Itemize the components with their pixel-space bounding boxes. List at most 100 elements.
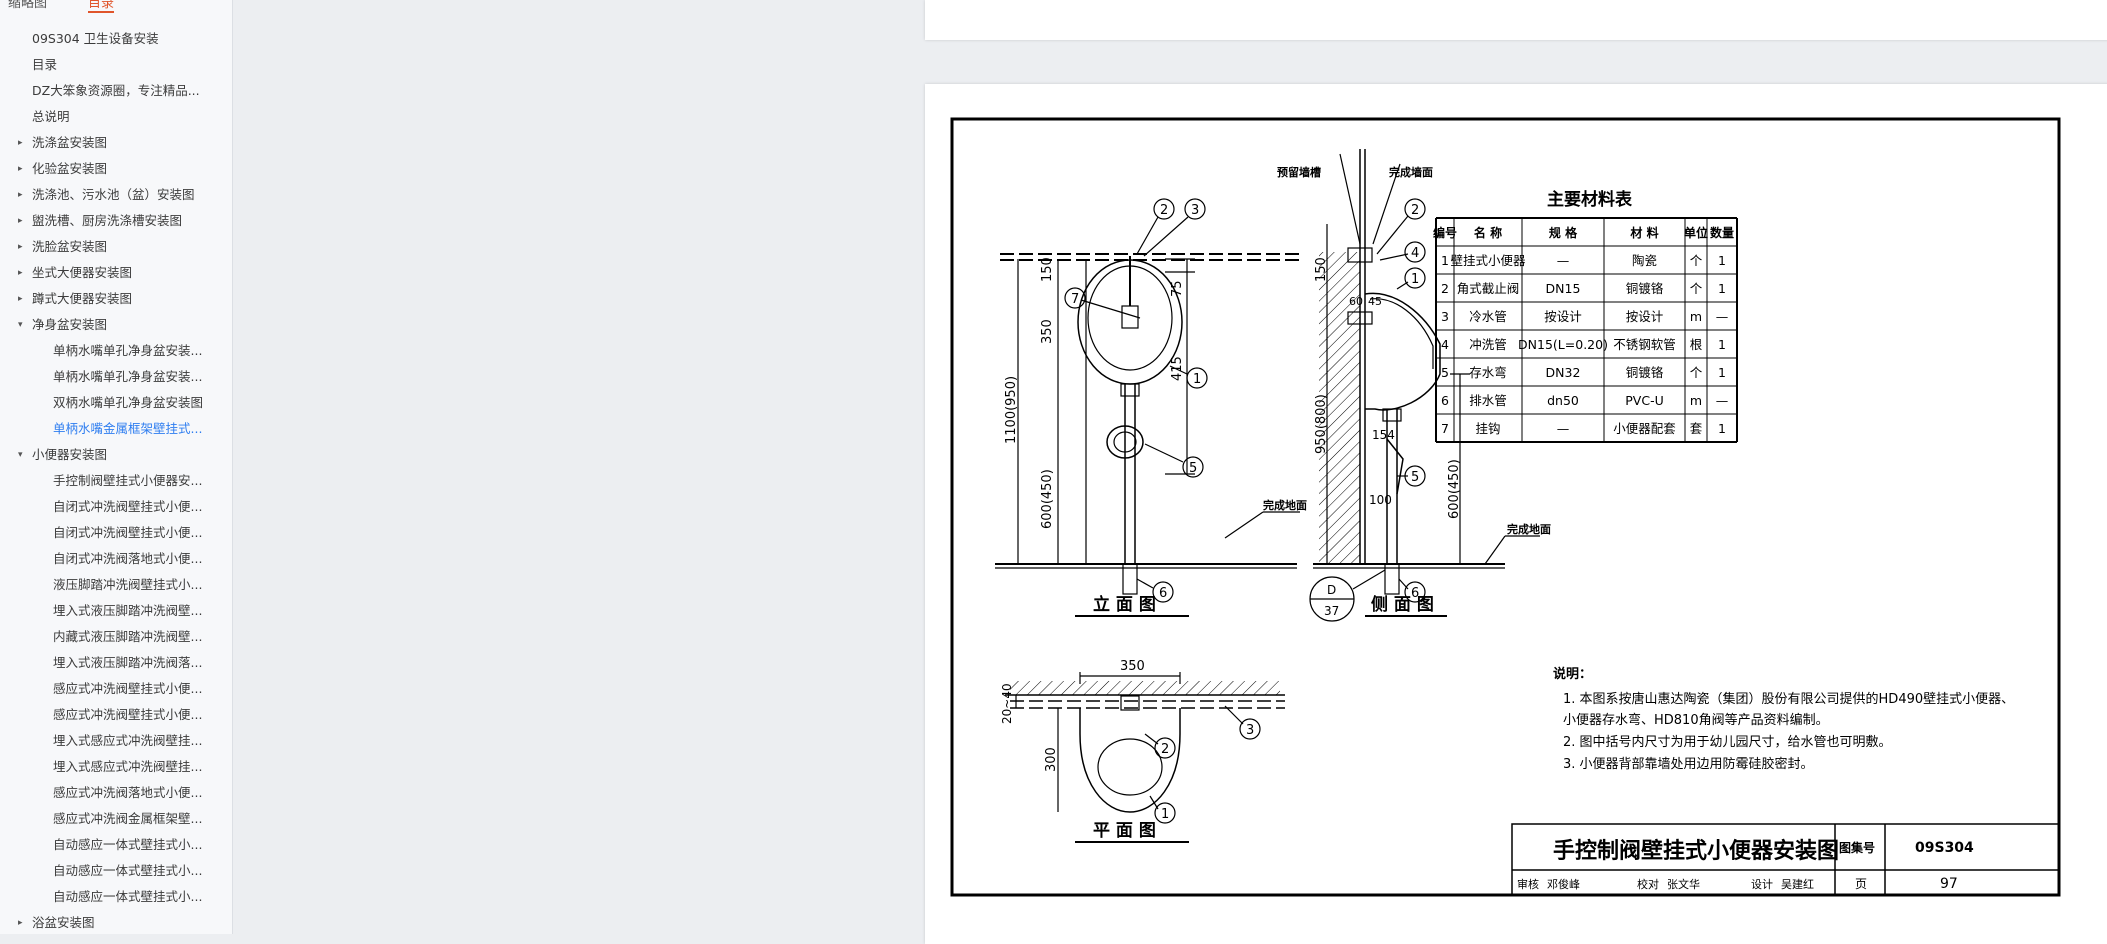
toc-item[interactable]: ▸ 坐式大便器安装图 [0,260,232,286]
toc-item-label: DZ大笨象资源圈，专注精品... [32,83,200,98]
document-viewer[interactable]: 2 3 7 1 5 6 150 350 75 415 1100(950) 600… [233,0,2107,944]
caret-down-icon[interactable]: ▾ [18,450,23,460]
caret-right-icon[interactable]: ▸ [18,918,23,928]
toc-item[interactable]: 感应式冲洗阀壁挂式小便... [0,702,232,728]
toc-item[interactable]: ▸ 洗涤池、污水池（盆）安装图 [0,182,232,208]
toc-item[interactable]: 自闭式冲洗阀落地式小便... [0,546,232,572]
toc-item[interactable]: 双柄水嘴单孔净身盆安装图 [0,390,232,416]
table-cell: 不锈钢软管 [1613,337,1676,352]
note-1-cont: 小便器存水弯、HD810角阀等产品资料编制。 [1563,712,1829,728]
outline-tree: 09S304 卫生设备安装目录 DZ大笨象资源圈，专注精品... 总说明 ▸ 洗涤盆安装… [0,26,232,934]
toc-item[interactable]: 感应式冲洗阀落地式小便... [0,780,232,806]
caret-right-icon[interactable]: ▸ [18,242,23,252]
sidebar-tabs: 缩略图 目录 × [0,0,232,18]
toc-item[interactable]: DZ大笨象资源圈，专注精品... [0,78,232,104]
toc-item[interactable]: 自动感应一体式壁挂式小... [0,858,232,884]
label-finished-floor: 完成地面 [1263,498,1307,512]
toc-item[interactable]: ▸ 洗涤盆安装图 [0,130,232,156]
plan-view [1005,672,1285,843]
front-view-text: 2 3 7 1 5 6 150 350 75 415 1100(950) 600… [1004,203,1307,615]
caret-down-icon[interactable]: ▾ [18,320,23,330]
table-cell: PVC-U [1625,393,1663,408]
dim-side-60: 60 [1349,295,1363,308]
plan-callout-2: 2 [1161,742,1169,757]
tab-outline[interactable]: 目录 [88,0,115,13]
table-cell: 6 [1441,393,1449,408]
toc-item[interactable]: 自动感应一体式壁挂式小... [0,832,232,858]
atlas-number: 09S304 [1915,840,1974,856]
toc-item-label: 净身盆安装图 [32,317,108,332]
table-cell: 1 [1718,253,1726,268]
toc-item[interactable]: 埋入式感应式冲洗阀壁挂... [0,754,232,780]
caret-right-icon[interactable]: ▸ [18,216,23,226]
table-cell: 个 [1690,281,1703,296]
toc-item-label: 感应式冲洗阀金属框架壁... [53,811,203,826]
table-cell: 按设计 [1544,309,1582,324]
table-cell: 存水弯 [1469,365,1507,380]
toc-item[interactable]: ▾ 小便器安装图 [0,442,232,468]
close-icon[interactable]: × [196,0,208,2]
toc-item[interactable]: 感应式冲洗阀金属框架壁... [0,806,232,832]
dim-plan-350: 350 [1120,659,1145,674]
toc-item[interactable]: 单柄水嘴单孔净身盆安装... [0,338,232,364]
caret-right-icon[interactable]: ▸ [18,190,23,200]
tab-thumbnails[interactable]: 缩略图 [8,0,48,11]
side-callout-4: 4 [1411,246,1419,261]
front-view-title: 立 面 图 [1093,594,1156,615]
caret-right-icon[interactable]: ▸ [18,138,23,148]
toc-item[interactable]: ▸ 盥洗槽、厨房洗涤槽安装图 [0,208,232,234]
toc-item-label: 埋入式液压脚踏冲洗阀落... [53,655,203,670]
notes: 说明： 1. 本图系按唐山惠达陶瓷（集团）股份有限公司提供的HD490壁挂式小便… [1553,666,2014,772]
toc-item[interactable]: 09S304 卫生设备安装 [0,26,232,52]
caret-right-icon[interactable]: ▸ [18,268,23,278]
toc-item[interactable]: 埋入式液压脚踏冲洗阀落... [0,650,232,676]
toc-item[interactable]: ▸ 浴盆安装图 [0,910,232,934]
dim-plan-300: 300 [1044,747,1059,772]
callout-6: 6 [1159,586,1167,601]
callout-2: 2 [1160,203,1168,218]
caret-right-icon[interactable]: ▸ [18,294,23,304]
side-callout-1: 1 [1411,272,1419,287]
table-cell: 铜镀铬 [1626,365,1664,380]
toc-item[interactable]: 埋入式液压脚踏冲洗阀壁... [0,598,232,624]
toc-item[interactable]: ▾ 净身盆安装图 [0,312,232,338]
toc-item[interactable]: 目录 [0,52,232,78]
table-cell: m [1690,393,1702,408]
toc-item[interactable]: 自动感应一体式壁挂式小... [0,884,232,910]
sign-review-name: 邓俊峰 [1547,877,1580,891]
toc-item[interactable]: 液压脚踏冲洗阀壁挂式小... [0,572,232,598]
table-cell: 7 [1441,421,1449,436]
table-cell: 陶瓷 [1632,253,1657,268]
pdf-page-current: 2 3 7 1 5 6 150 350 75 415 1100(950) 600… [925,84,2107,944]
toc-item-label: 09S304 卫生设备安装 [32,31,159,46]
table-cell: 4 [1441,337,1449,352]
toc-item-label: 埋入式感应式冲洗阀壁挂... [53,733,203,748]
toc-item[interactable]: ▸ 洗脸盆安装图 [0,234,232,260]
table-header-cell: 数量 [1710,225,1734,240]
dim-1100: 1100(950) [1004,376,1019,444]
dim-600: 600(450) [1040,469,1055,529]
caret-right-icon[interactable]: ▸ [18,164,23,174]
toc-item-label: 化验盆安装图 [32,161,108,176]
toc-item[interactable]: 自闭式冲洗阀壁挂式小便... [0,494,232,520]
table-header-cell: 单位 [1684,225,1708,240]
toc-item[interactable]: ▸ 蹲式大便器安装图 [0,286,232,312]
toc-item[interactable]: 总说明 [0,104,232,130]
table-cell: dn50 [1547,393,1579,408]
page-label: 页 [1855,877,1867,891]
toc-item[interactable]: 内藏式液压脚踏冲洗阀壁... [0,624,232,650]
dim-plan-20-40: 20~40 [1000,683,1014,724]
toc-item[interactable]: 单柄水嘴单孔净身盆安装... [0,364,232,390]
toc-item[interactable]: ▸ 化验盆安装图 [0,156,232,182]
toc-item-label: 手控制阀壁挂式小便器安... [53,473,203,488]
callout-1: 1 [1193,372,1201,387]
toc-item[interactable]: 自闭式冲洗阀壁挂式小便... [0,520,232,546]
toc-item-label: 自动感应一体式壁挂式小... [53,889,203,904]
toc-item-label: 自闭式冲洗阀落地式小便... [53,551,203,566]
toc-item[interactable]: 感应式冲洗阀壁挂式小便... [0,676,232,702]
toc-item[interactable]: 手控制阀壁挂式小便器安... [0,468,232,494]
plan-callout-3: 3 [1246,723,1254,738]
toc-item[interactable]: 单柄水嘴金属框架壁挂式... [0,416,232,442]
toc-item[interactable]: 埋入式感应式冲洗阀壁挂... [0,728,232,754]
sign-review-label: 审核 [1517,877,1539,891]
